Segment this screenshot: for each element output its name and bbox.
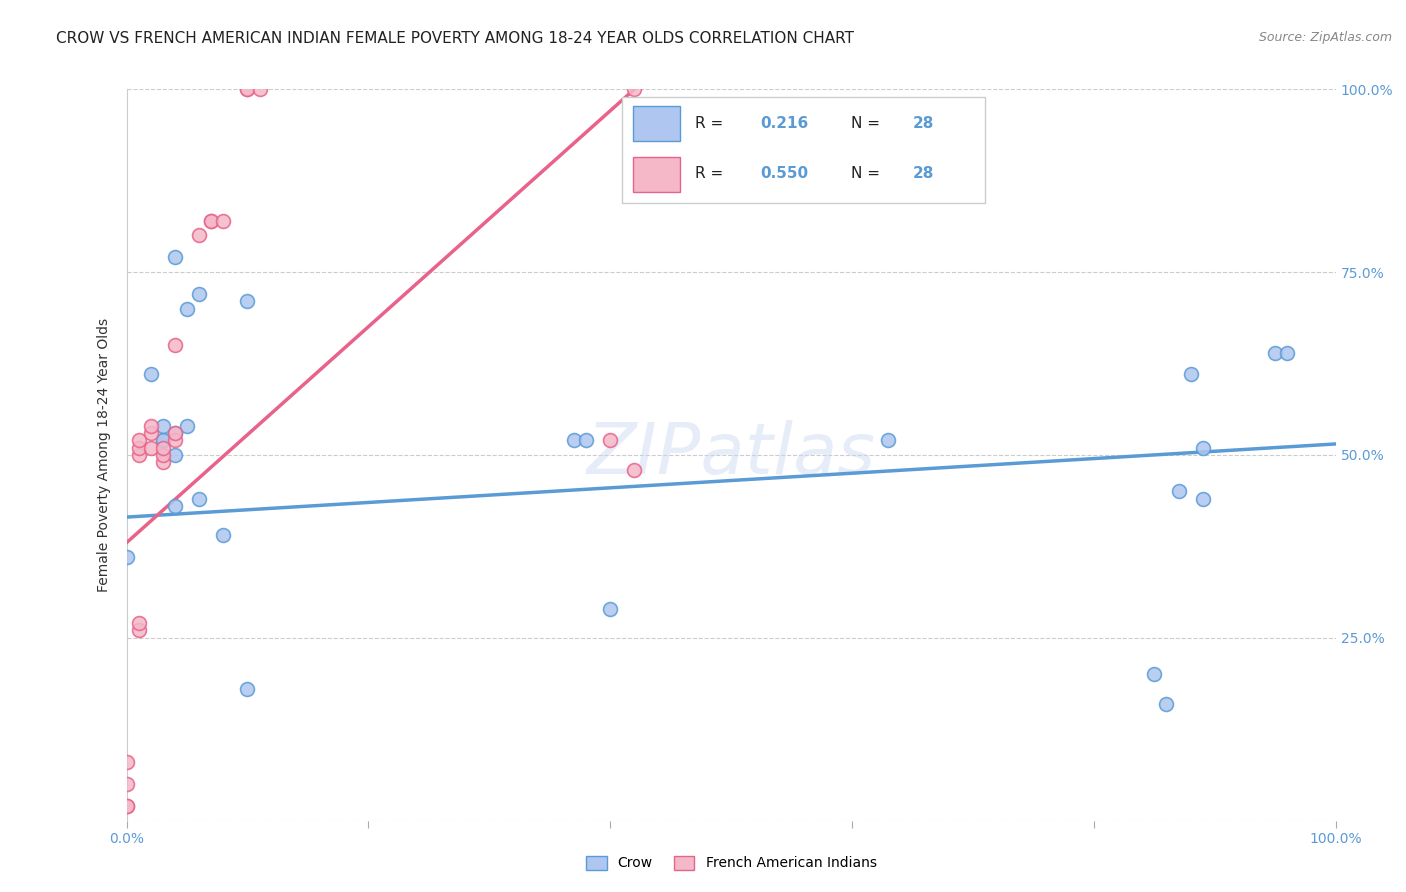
Y-axis label: Female Poverty Among 18-24 Year Olds: Female Poverty Among 18-24 Year Olds bbox=[97, 318, 111, 592]
Point bbox=[877, 434, 900, 448]
Point bbox=[128, 434, 150, 448]
Point bbox=[575, 434, 598, 448]
Point bbox=[163, 251, 186, 265]
Point bbox=[623, 82, 645, 96]
Point bbox=[188, 287, 211, 301]
Point bbox=[236, 82, 259, 96]
Point bbox=[152, 434, 174, 448]
Point bbox=[163, 448, 186, 462]
Point bbox=[188, 491, 211, 506]
Point bbox=[139, 441, 162, 455]
Point bbox=[128, 616, 150, 631]
Point bbox=[152, 434, 174, 448]
Point bbox=[236, 82, 259, 96]
Point bbox=[236, 681, 259, 696]
Point bbox=[115, 799, 138, 814]
Point bbox=[1156, 697, 1178, 711]
Point bbox=[115, 799, 138, 814]
Point bbox=[152, 418, 174, 433]
Point bbox=[115, 550, 138, 565]
Point bbox=[176, 418, 198, 433]
Legend: Crow, French American Indians: Crow, French American Indians bbox=[581, 850, 882, 876]
Text: ZIPatlas: ZIPatlas bbox=[586, 420, 876, 490]
Point bbox=[212, 214, 235, 228]
Point bbox=[115, 777, 138, 791]
Point bbox=[236, 294, 259, 309]
Point bbox=[128, 441, 150, 455]
Point bbox=[188, 228, 211, 243]
Point bbox=[1167, 484, 1189, 499]
Point bbox=[176, 301, 198, 316]
Point bbox=[152, 441, 174, 455]
Point bbox=[599, 434, 621, 448]
Point bbox=[152, 455, 174, 469]
Point bbox=[139, 418, 162, 433]
Point bbox=[163, 338, 186, 352]
Point bbox=[128, 624, 150, 638]
Point bbox=[249, 82, 271, 96]
Point bbox=[562, 434, 585, 448]
Point bbox=[139, 425, 162, 440]
Point bbox=[163, 425, 186, 440]
Text: Source: ZipAtlas.com: Source: ZipAtlas.com bbox=[1258, 31, 1392, 45]
Point bbox=[1180, 368, 1202, 382]
Point bbox=[200, 214, 222, 228]
Point bbox=[139, 368, 162, 382]
Point bbox=[623, 462, 645, 476]
Point bbox=[1191, 441, 1213, 455]
Point bbox=[1143, 667, 1166, 681]
Point bbox=[152, 448, 174, 462]
Point bbox=[163, 499, 186, 513]
Point bbox=[212, 528, 235, 542]
Point bbox=[1191, 491, 1213, 506]
Point bbox=[128, 448, 150, 462]
Point bbox=[599, 601, 621, 615]
Text: CROW VS FRENCH AMERICAN INDIAN FEMALE POVERTY AMONG 18-24 YEAR OLDS CORRELATION : CROW VS FRENCH AMERICAN INDIAN FEMALE PO… bbox=[56, 31, 855, 46]
Point bbox=[200, 214, 222, 228]
Point bbox=[163, 434, 186, 448]
Point bbox=[1264, 345, 1286, 359]
Point bbox=[163, 425, 186, 440]
Point bbox=[115, 755, 138, 769]
Point bbox=[1277, 345, 1299, 359]
